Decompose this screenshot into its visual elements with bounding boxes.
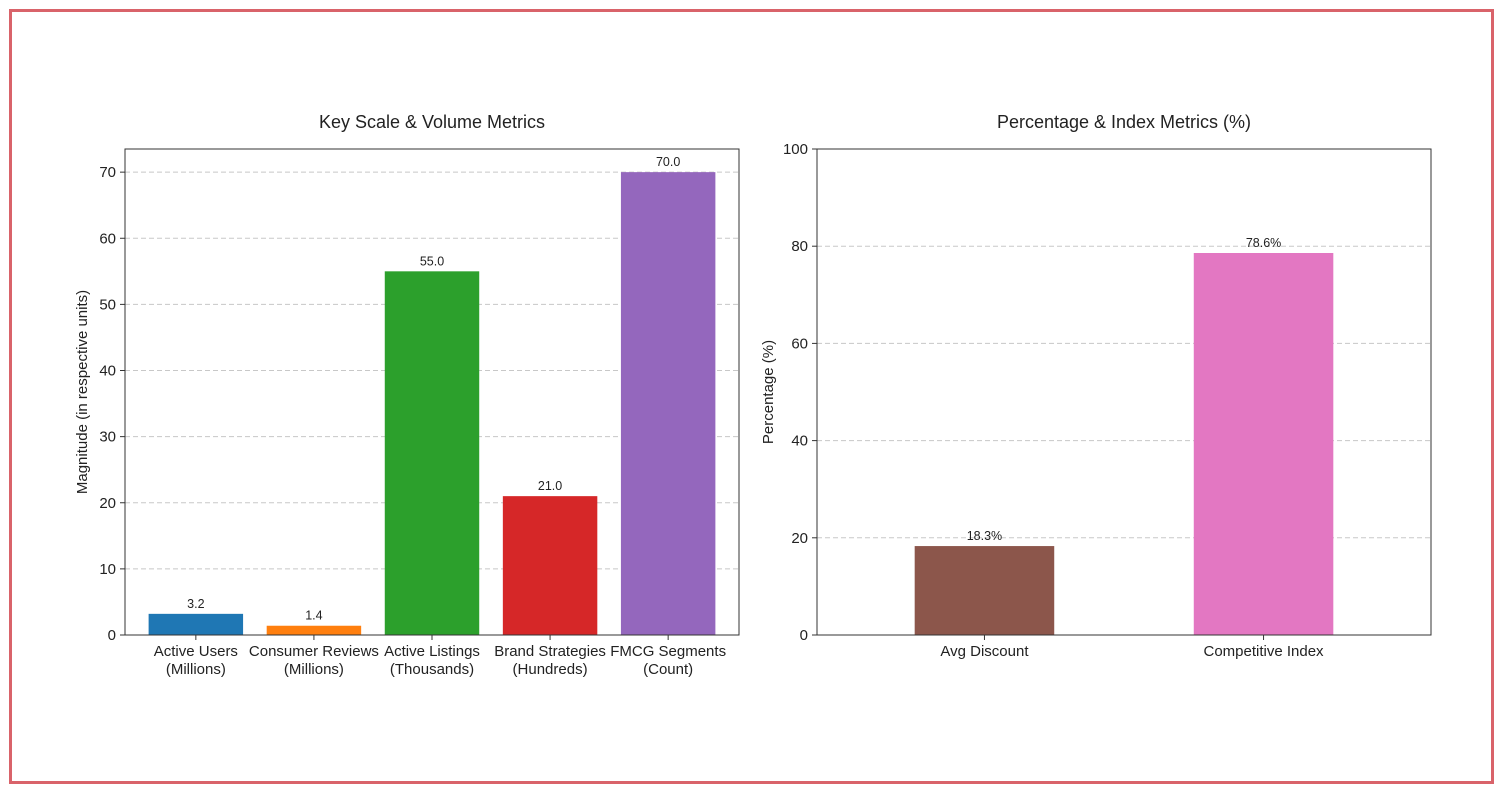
- bar: [148, 613, 244, 635]
- bar: [914, 546, 1055, 635]
- bar: [266, 625, 362, 635]
- chart-title: Percentage & Index Metrics (%): [997, 112, 1251, 132]
- y-tick-label: 60: [99, 230, 116, 247]
- axes-frame: [816, 148, 1432, 636]
- y-tick-label: 10: [99, 561, 116, 578]
- data-label: 3.2: [187, 597, 204, 611]
- y-tick-label: 0: [800, 627, 808, 644]
- chart-1: 3.2 1.4 55.0 21.0 70.0 0 10 20 30 40 50 60 70 Active …: [74, 112, 740, 678]
- data-label: 18.3%: [967, 529, 1002, 543]
- x-tick-label: Active Listings (Thousands): [384, 643, 480, 678]
- data-label: 1.4: [305, 609, 322, 623]
- x-tick-label: Consumer Reviews (Millions): [249, 643, 379, 678]
- data-label: 78.6%: [1246, 236, 1281, 250]
- data-label: 55.0: [420, 254, 444, 268]
- y-axis-label: Magnitude (in respective units): [74, 290, 91, 494]
- y-tick-label: 40: [791, 433, 808, 450]
- x-tick-label: Active Users (Millions): [154, 643, 238, 678]
- y-tick-label: 0: [108, 627, 116, 644]
- y-tick-label: 30: [99, 429, 116, 446]
- y-tick-label: 100: [783, 141, 808, 158]
- x-tick-label: FMCG Segments (Count): [610, 643, 726, 678]
- chart-title: Key Scale & Volume Metrics: [319, 112, 545, 132]
- x-tick-label: Competitive Index: [1204, 643, 1325, 660]
- bar: [620, 172, 716, 635]
- bar: [1193, 253, 1334, 635]
- y-tick-label: 60: [791, 335, 808, 352]
- y-tick-label: 50: [99, 296, 116, 313]
- y-tick-label: 20: [791, 530, 808, 547]
- y-tick-label: 20: [99, 495, 116, 512]
- y-tick-label: 80: [791, 238, 808, 255]
- data-label: 70.0: [656, 155, 680, 169]
- bar: [384, 271, 480, 635]
- chart-2: 18.3% 78.6% 0 20 40 60 80 100 Avg Discount Compet…: [760, 112, 1432, 660]
- data-label: 21.0: [538, 479, 562, 493]
- bar: [502, 496, 598, 635]
- x-tick-label: Brand Strategies (Hundreds): [494, 643, 606, 678]
- y-tick-label: 70: [99, 164, 116, 181]
- x-tick-label: Avg Discount: [940, 643, 1029, 660]
- y-axis-label: Percentage (%): [760, 340, 777, 444]
- y-tick-label: 40: [99, 363, 116, 380]
